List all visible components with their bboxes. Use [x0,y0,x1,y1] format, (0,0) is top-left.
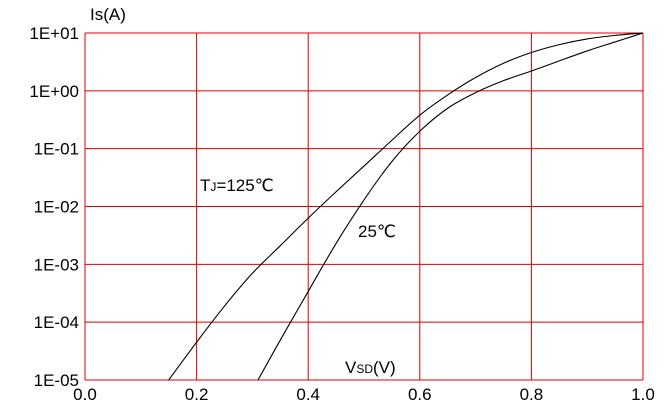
tick-labels: 0.0 0.2 0.4 0.6 0.8 1.0 1E-05 1E-04 1E-03 1E-02 1E… [29,24,654,404]
y-tick-label: 1E-01 [34,140,79,159]
series-25c-curve [257,32,644,381]
x-axis-label-main: V [345,358,357,377]
grid [84,32,644,381]
series-label-125c-main: T [200,176,210,195]
x-tick-label: 0.4 [296,385,320,404]
x-tick-label: 0.6 [408,385,432,404]
x-axis-label-sub: SD [356,362,373,376]
y-tick-label: 1E-03 [34,255,79,274]
series-125c-curve [168,32,644,381]
y-axis-label: Is(A) [90,5,126,24]
x-tick-label: 0.8 [520,385,544,404]
y-tick-label: 1E+00 [29,82,79,101]
y-tick-label: 1E-04 [34,313,79,332]
x-tick-label: 0.0 [73,385,97,404]
series-label-25c: 25℃ [358,222,396,241]
series-label-125c: TJ=125℃ [200,176,274,195]
x-axis-label: VSD(V) [345,358,396,377]
series-label-125c-tail: =125℃ [216,176,273,195]
curves [168,32,644,381]
y-tick-label: 1E-05 [34,371,79,390]
x-tick-label: 0.2 [185,385,209,404]
x-axis-label-tail: (V) [373,358,396,377]
x-tick-label: 1.0 [631,385,655,404]
y-tick-label: 1E-02 [34,198,79,217]
y-tick-label: 1E+01 [29,24,79,43]
series-label-125c-sub: J [210,180,216,194]
